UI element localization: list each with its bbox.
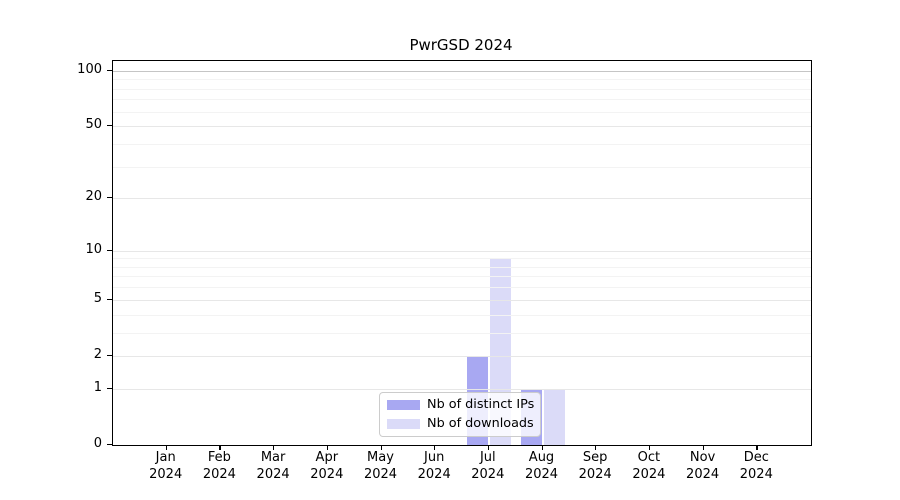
chart-title: PwrGSD 2024 — [409, 36, 513, 54]
y-tick-label-0: 0 — [93, 436, 102, 451]
x-tick-apr — [326, 445, 329, 450]
y-tick-5 — [107, 298, 112, 300]
x-tick-aug — [541, 445, 543, 450]
x-tick-label-apr: Apr 2024 — [310, 450, 344, 482]
y-tick-label-10: 10 — [85, 241, 102, 257]
x-tick-oct — [648, 445, 651, 450]
gridline-y-6 — [113, 287, 811, 289]
grid-layer — [113, 61, 811, 445]
y-tick-2 — [107, 354, 112, 357]
legend-item-downloads: Nb of downloads — [387, 416, 534, 431]
legend-item-distinct-ips: Nb of distinct IPs — [387, 397, 535, 412]
y-tick-label-5: 5 — [93, 290, 102, 306]
gridline-y-50 — [113, 126, 811, 128]
x-tick-label-jul: Jul 2024 — [471, 450, 505, 482]
x-tick-nov — [702, 445, 704, 450]
y-tick-1 — [107, 387, 112, 390]
y-tick-label-2: 2 — [93, 346, 102, 362]
gridline-y-10 — [113, 250, 811, 252]
y-tick-label-50: 50 — [85, 117, 102, 133]
gridline-y-4 — [113, 314, 811, 316]
x-tick-jun — [434, 445, 436, 450]
y-tick-label-20: 20 — [85, 189, 102, 205]
x-tick-label-jan: Jan 2024 — [149, 450, 183, 482]
x-tick-label-feb: Feb 2024 — [202, 450, 236, 482]
y-tick-100 — [107, 69, 112, 72]
x-tick-sep — [595, 445, 597, 450]
legend-swatch-distinct-ips-icon — [387, 399, 420, 411]
x-tick-label-aug: Aug 2024 — [524, 450, 559, 482]
gridline-y-2 — [113, 355, 811, 357]
legend-label-distinct-ips: Nb of distinct IPs — [427, 397, 535, 412]
x-tick-label-mar: Mar 2024 — [256, 450, 290, 482]
x-tick-label-nov: Nov 2024 — [686, 450, 720, 482]
gridline-y-8 — [113, 266, 811, 268]
legend: Nb of distinct IPs Nb of downloads — [379, 392, 541, 437]
gridline-y-7 — [113, 276, 811, 278]
x-tick-label-jun: Jun 2024 — [417, 450, 451, 482]
y-tick-label-1: 1 — [93, 379, 102, 395]
x-tick-dec — [756, 445, 758, 450]
gridline-y-5 — [113, 299, 811, 301]
gridline-y-30 — [113, 166, 811, 168]
x-tick-label-oct: Oct 2024 — [632, 450, 666, 482]
gridline-y-3 — [113, 332, 811, 334]
x-tick-label-dec: Dec 2024 — [739, 450, 773, 482]
legend-label-downloads: Nb of downloads — [427, 416, 534, 431]
y-tick-20 — [107, 197, 112, 199]
legend-swatch-downloads-icon — [387, 418, 420, 430]
gridline-y-1 — [113, 388, 811, 390]
x-tick-jul — [487, 445, 490, 450]
x-tick-label-sep: Sep 2024 — [578, 450, 612, 482]
gridline-y-70 — [113, 99, 811, 101]
x-tick-jan — [165, 445, 167, 450]
plot-area — [112, 60, 812, 446]
gridline-y-60 — [113, 111, 811, 113]
gridline-y-9 — [113, 258, 811, 260]
x-tick-may — [380, 445, 382, 450]
bar-aug-downloads — [543, 388, 565, 445]
gridline-y-80 — [113, 88, 811, 90]
gridline-y-100 — [113, 70, 811, 72]
gridline-y-90 — [113, 79, 811, 81]
y-tick-10 — [107, 249, 112, 251]
gridline-y-20 — [113, 198, 811, 200]
x-tick-label-may: May 2024 — [363, 450, 398, 482]
x-tick-feb — [219, 445, 221, 450]
y-tick-0 — [107, 444, 112, 446]
gridline-y-40 — [113, 143, 811, 145]
y-tick-label-100: 100 — [77, 61, 102, 77]
y-tick-50 — [107, 125, 112, 127]
x-tick-mar — [273, 445, 275, 450]
